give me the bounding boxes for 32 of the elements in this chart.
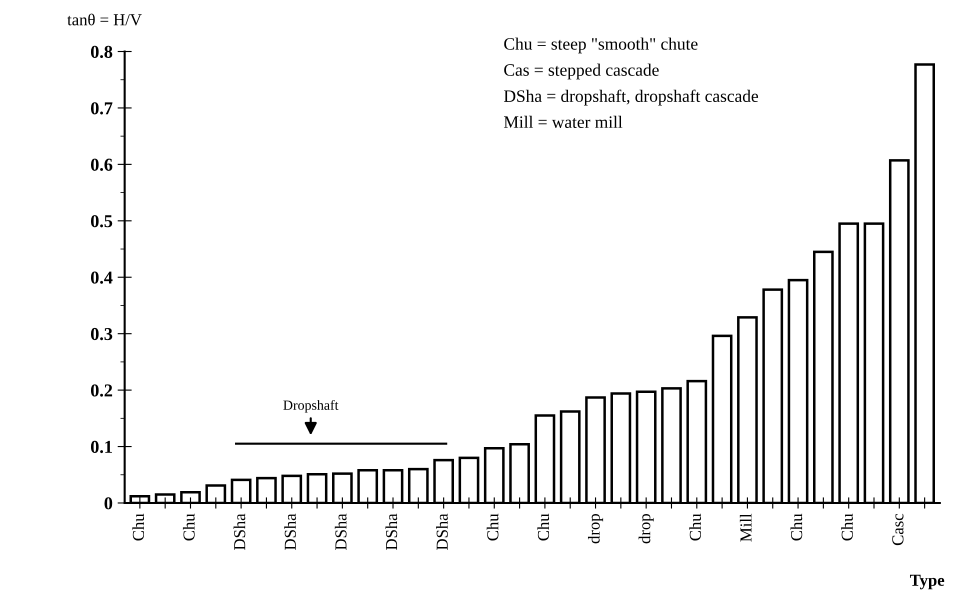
x-tick-label: Chu xyxy=(132,514,144,540)
annotation: DSha = dropshaft, dropshaft cascade xyxy=(504,90,758,106)
y-tick-label: 0.7 xyxy=(90,102,112,114)
y-tick-label: 0.2 xyxy=(90,384,112,397)
x-tick-label: DSha xyxy=(334,514,347,550)
annotation: Chu = steep "smooth" chute xyxy=(504,38,698,54)
y-tick-label: 0.3 xyxy=(90,328,112,340)
x-tick-label: DSha xyxy=(234,514,246,550)
y-tick-label: 0.8 xyxy=(90,46,112,58)
annotation: Mill = water mill xyxy=(504,116,622,128)
y-tick-label: 0.4 xyxy=(90,272,113,284)
x-tick-label: Chu xyxy=(537,514,550,540)
y-tick-label: 0.1 xyxy=(90,440,112,454)
annotation: Dropshaft xyxy=(283,400,338,413)
x-axis-title: Type xyxy=(910,574,944,590)
y-tick-label: 0 xyxy=(104,497,112,510)
x-tick-label: Chu xyxy=(182,514,195,540)
x-tick-label: Chu xyxy=(486,514,498,540)
x-tick-label: DSha xyxy=(284,514,296,550)
y-axis-title: tanθ = H/V xyxy=(67,14,142,26)
x-tick-label: drop xyxy=(638,514,654,544)
x-tick-label: DSha xyxy=(436,514,448,550)
annotation: Cas = stepped cascade xyxy=(504,64,659,80)
x-tick-label: Chu xyxy=(841,514,853,540)
x-tick-label: DSha xyxy=(385,514,398,550)
x-tick-label: drop xyxy=(588,514,604,544)
x-tick-label: Chu xyxy=(689,514,701,540)
y-tick-label: 0.6 xyxy=(90,158,112,171)
x-tick-label: Casc xyxy=(892,514,904,546)
x-tick-label: Mill xyxy=(740,514,752,542)
y-tick-label: 0.5 xyxy=(90,215,112,228)
x-tick-label: Chu xyxy=(790,514,802,540)
